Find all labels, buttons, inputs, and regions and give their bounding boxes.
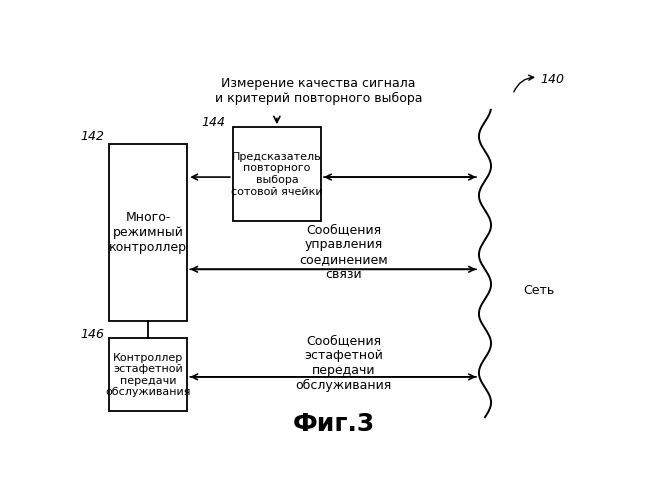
Text: Сеть: Сеть bbox=[523, 284, 554, 297]
Text: 144: 144 bbox=[201, 116, 225, 129]
Text: Предсказатель
повторного
выбора
сотовой ячейки: Предсказатель повторного выбора сотовой … bbox=[231, 152, 323, 197]
Text: Измерение качества сигнала
и критерий повторного выбора: Измерение качества сигнала и критерий по… bbox=[215, 77, 422, 105]
Bar bbox=[109, 338, 187, 412]
Text: 142: 142 bbox=[81, 130, 105, 143]
Text: 140: 140 bbox=[540, 73, 564, 86]
Bar bbox=[233, 127, 321, 221]
Bar bbox=[109, 144, 187, 321]
Text: 146: 146 bbox=[81, 328, 105, 341]
Text: Много-
режимный
контроллер: Много- режимный контроллер bbox=[109, 211, 187, 254]
Text: Фиг.3: Фиг.3 bbox=[292, 413, 375, 437]
Text: Сообщения
управления
соединением
связи: Сообщения управления соединением связи bbox=[299, 223, 388, 281]
Text: Контроллер
эстафетной
передачи
обслуживания: Контроллер эстафетной передачи обслужива… bbox=[105, 353, 191, 397]
Text: Сообщения
эстафетной
передачи
обслуживания: Сообщения эстафетной передачи обслуживан… bbox=[296, 334, 392, 393]
